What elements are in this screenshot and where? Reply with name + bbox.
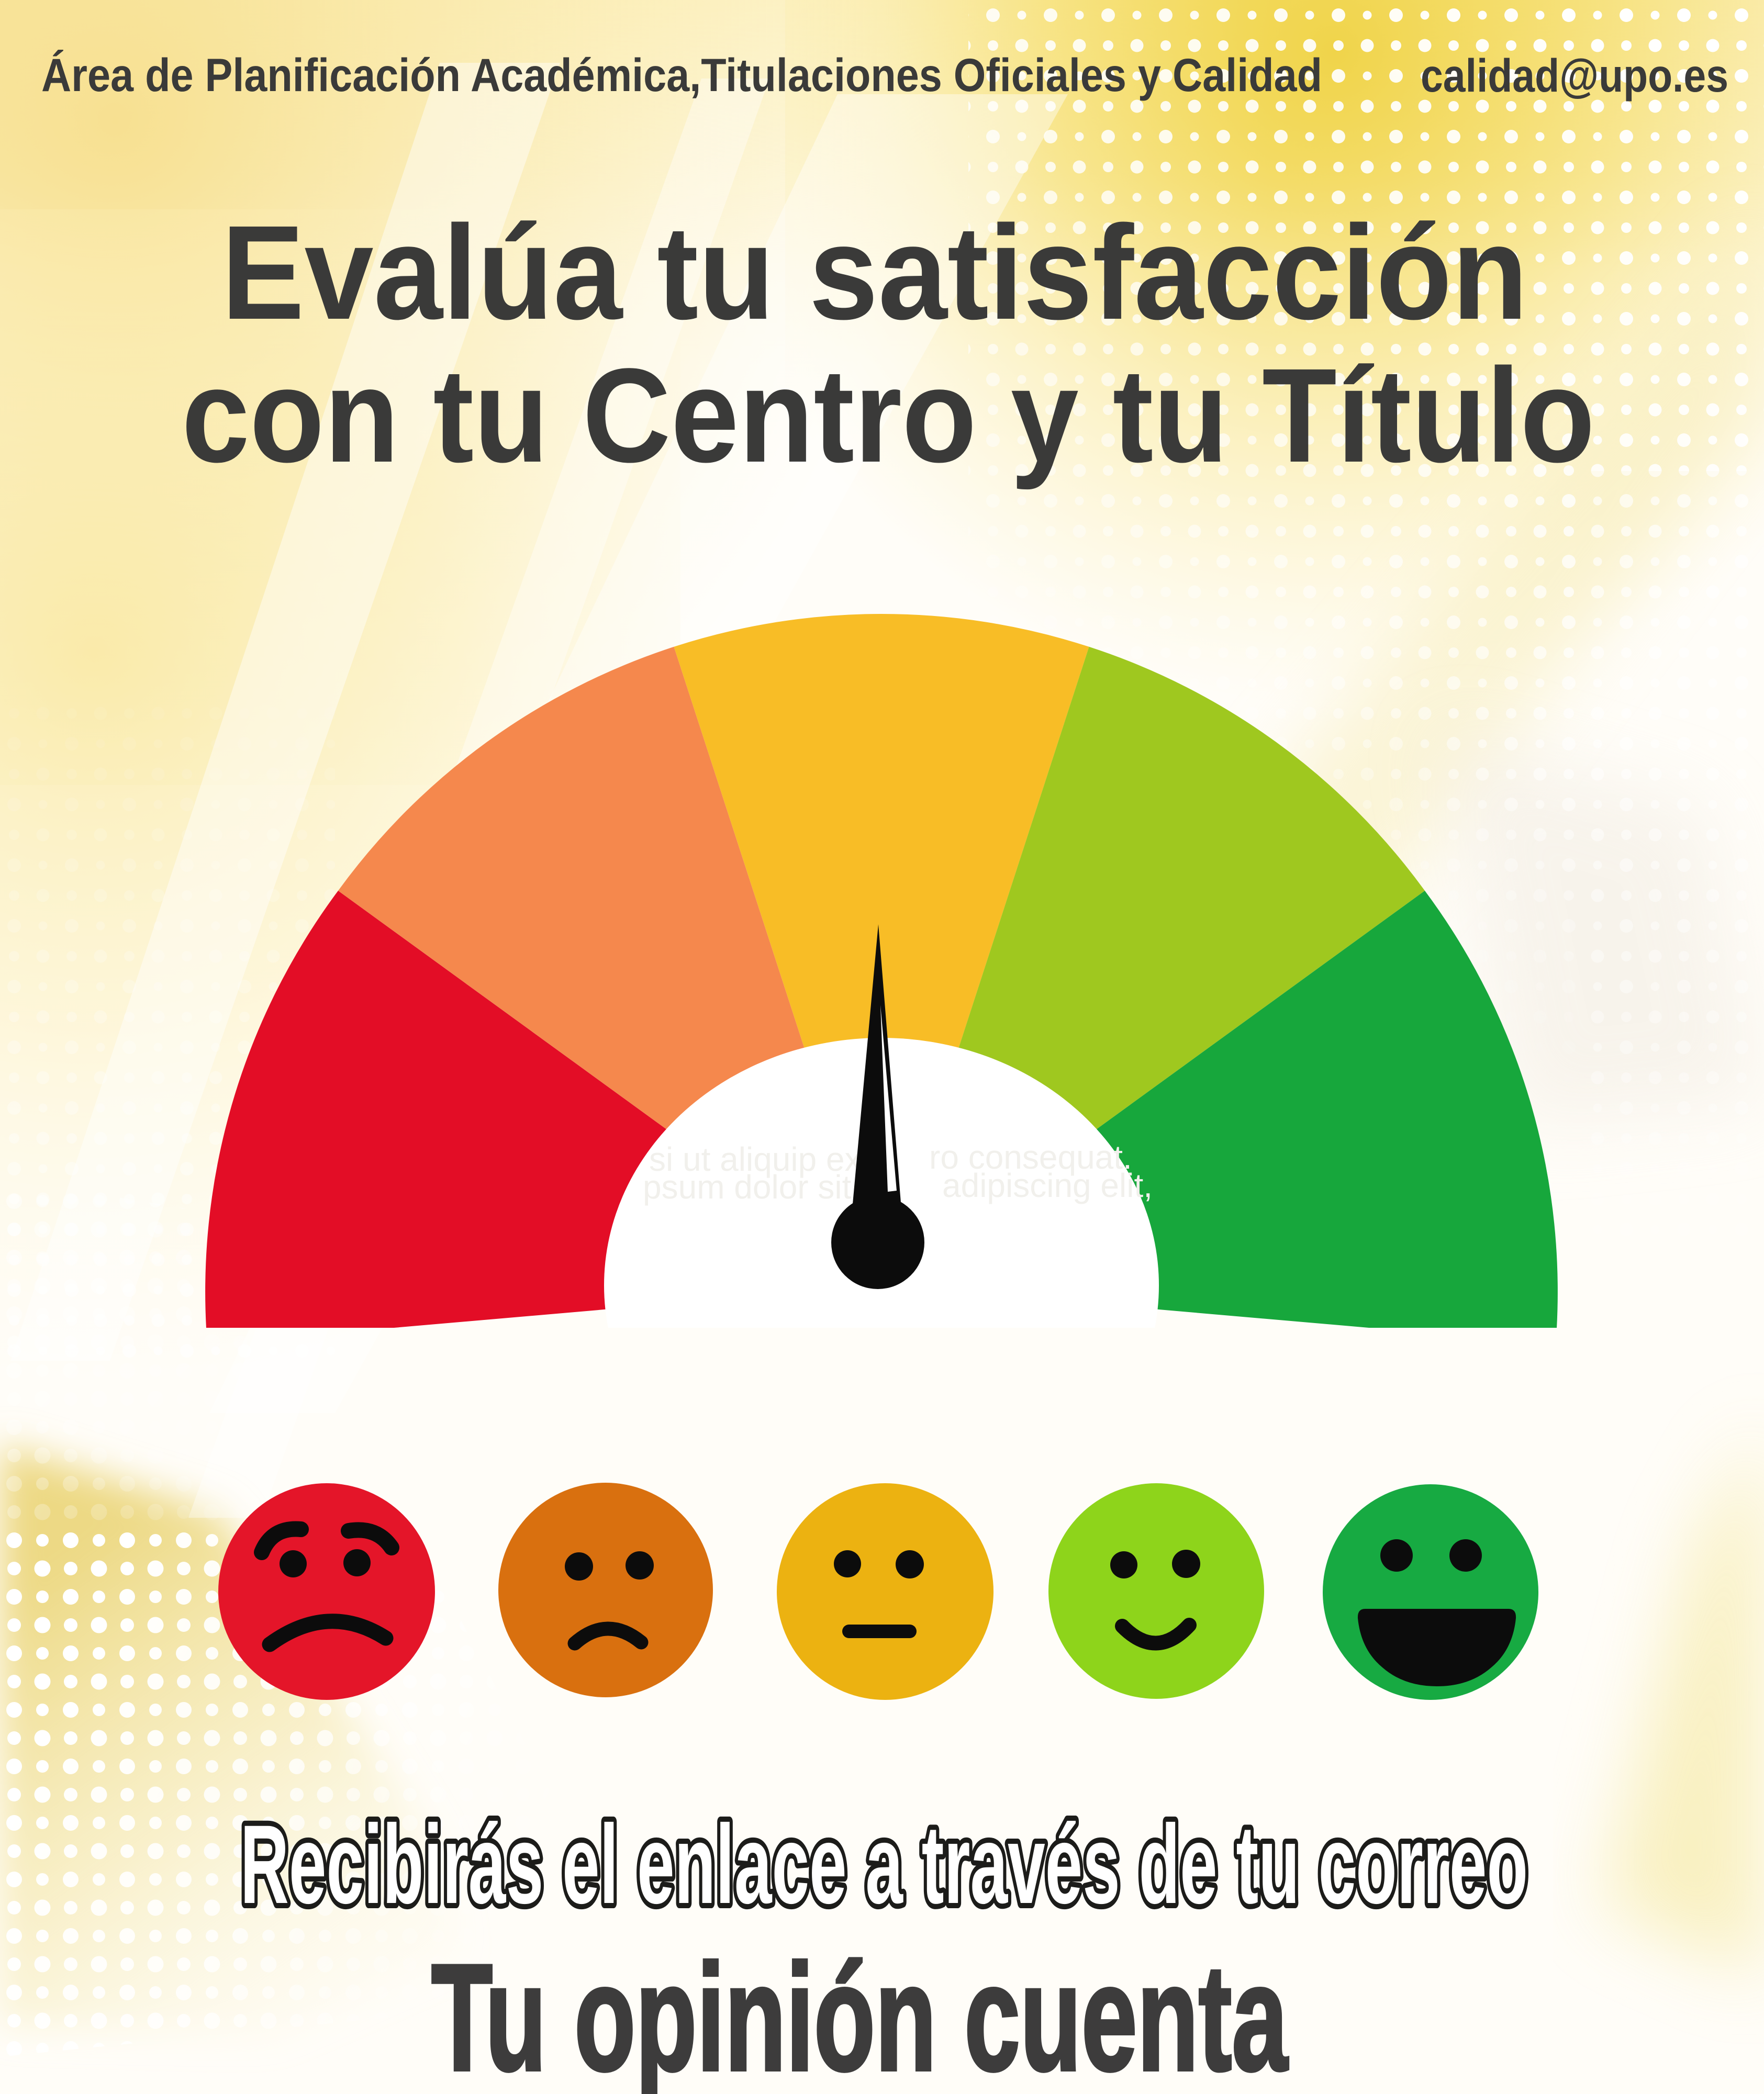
svg-text:adipiscing elit,: adipiscing elit, — [942, 1167, 1153, 1204]
svg-text:si ut aliquip ex: si ut aliquip ex — [649, 1140, 862, 1178]
svg-text:Recibirás el enlace a través d: Recibirás el enlace a través de tu corre… — [240, 1802, 1528, 1927]
svg-text:con tu Centro y tu Título: con tu Centro y tu Título — [182, 341, 1595, 490]
svg-text:Evalúa tu satisfacción: Evalúa tu satisfacción — [221, 198, 1528, 348]
svg-text:ro consequat.: ro consequat. — [929, 1138, 1132, 1176]
svg-text:Área de Planificación Académic: Área de Planificación Académica,Titulaci… — [41, 49, 1322, 101]
svg-text:calidad@upo.es: calidad@upo.es — [1421, 49, 1728, 102]
svg-text:Tu opinión cuenta: Tu opinión cuenta — [431, 1933, 1288, 2094]
svg-text:psum dolor sit a: psum dolor sit a — [643, 1168, 879, 1206]
